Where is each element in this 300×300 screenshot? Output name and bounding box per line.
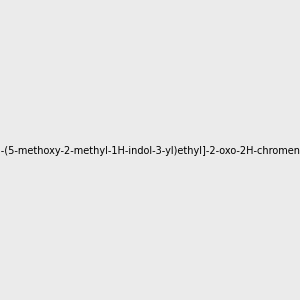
Text: 8-methoxy-N-[2-(5-methoxy-2-methyl-1H-indol-3-yl)ethyl]-2-oxo-2H-chromene-3-carb: 8-methoxy-N-[2-(5-methoxy-2-methyl-1H-in… bbox=[0, 146, 300, 157]
